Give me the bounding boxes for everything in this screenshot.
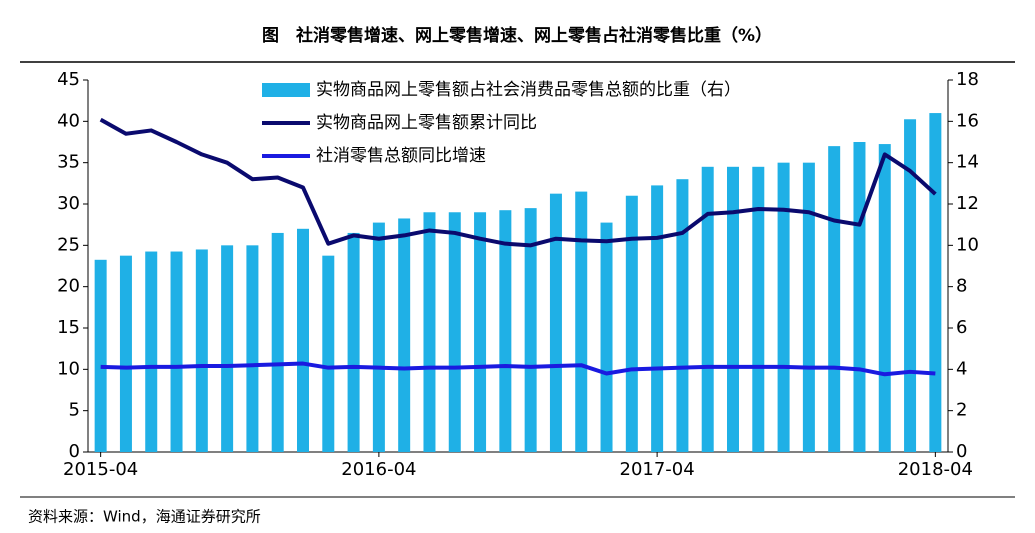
bar xyxy=(777,162,790,452)
bar xyxy=(170,251,183,452)
bar xyxy=(701,166,714,453)
bar xyxy=(448,212,461,452)
bar xyxy=(727,166,739,453)
line xyxy=(99,117,937,248)
y-tick-label: 0 xyxy=(69,441,80,462)
chart-title: 图 社消零售增速、网上零售增速、网上零售占社消零售比重（%） xyxy=(262,25,772,46)
bar xyxy=(802,162,815,452)
y2-tick-label: 14 xyxy=(956,152,979,173)
y-tick-label: 15 xyxy=(57,317,80,338)
legend-label: 实物商品网上零售额累计同比 xyxy=(316,113,537,133)
bar xyxy=(853,142,866,452)
bar xyxy=(625,195,638,452)
y2-tick-label: 8 xyxy=(956,276,967,297)
bar xyxy=(322,255,335,452)
bar xyxy=(347,232,360,452)
y2-tick-label: 16 xyxy=(956,110,979,131)
bar xyxy=(246,245,259,452)
bar xyxy=(94,259,107,452)
line xyxy=(100,361,936,377)
y-tick-label: 20 xyxy=(57,276,80,297)
source: 资料来源：Wind，海通证券研究所 xyxy=(28,508,261,526)
y2-tick-label: 12 xyxy=(956,193,979,214)
y2-tick-label: 4 xyxy=(956,358,967,379)
bar xyxy=(271,232,284,452)
y-tick-label: 5 xyxy=(69,400,80,421)
y-tick-label: 10 xyxy=(57,358,80,379)
bar xyxy=(119,255,132,452)
bar xyxy=(372,222,385,452)
y-tick-label: 40 xyxy=(57,110,80,131)
legend-label: 实物商品网上零售额占社会消费品零售总额的比重（右） xyxy=(316,80,741,100)
bar xyxy=(524,208,537,452)
y-tick-label: 30 xyxy=(57,193,80,214)
bar xyxy=(651,185,664,452)
bar xyxy=(499,210,512,452)
bar xyxy=(549,193,562,452)
x-tick-label: 2015-04 xyxy=(63,459,138,480)
bar xyxy=(929,113,942,453)
y2-tick-label: 10 xyxy=(956,234,979,255)
x-tick-label: 2018-04 xyxy=(898,459,973,480)
bar xyxy=(676,179,689,452)
bar xyxy=(398,218,411,452)
bar xyxy=(221,245,234,452)
bar xyxy=(752,166,765,453)
y-tick-label: 45 xyxy=(57,69,80,90)
y2-tick-label: 6 xyxy=(956,317,967,338)
legend-swatch xyxy=(262,83,310,97)
y-tick-label: 35 xyxy=(57,152,80,173)
x-tick-label: 2017-04 xyxy=(620,459,695,480)
y-tick-label: 25 xyxy=(57,234,80,255)
bar xyxy=(878,144,891,453)
legend-label: 社消零售总额同比增速 xyxy=(316,146,486,166)
y2-tick-label: 0 xyxy=(956,441,967,462)
bar xyxy=(828,146,841,452)
bar xyxy=(474,212,487,452)
bar xyxy=(145,251,158,452)
bar xyxy=(297,228,309,452)
bar xyxy=(423,212,436,452)
bar xyxy=(904,119,917,453)
bar xyxy=(575,191,588,452)
x-tick-label: 2016-04 xyxy=(341,459,416,480)
bar xyxy=(195,249,208,452)
y2-tick-label: 2 xyxy=(956,400,967,421)
y2-tick-label: 18 xyxy=(956,69,979,90)
bar xyxy=(600,222,613,452)
